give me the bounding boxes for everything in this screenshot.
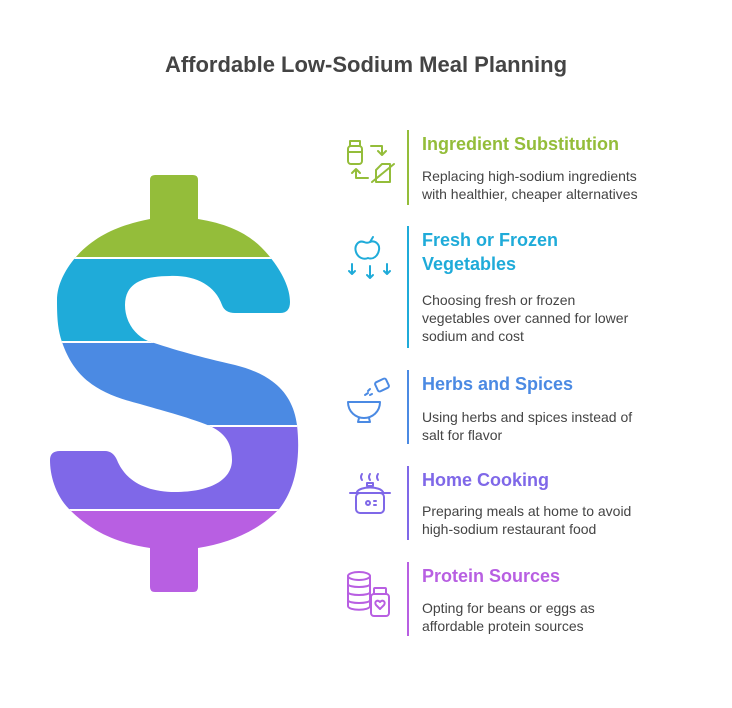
divider (407, 226, 409, 348)
divider (407, 370, 409, 444)
item-protein-sources: Protein Sources Opting for beans or eggs… (340, 562, 720, 636)
item-title: Protein Sources (422, 566, 561, 586)
ingredient-swap-icon (347, 140, 395, 183)
item-title: Fresh or Frozen Vegetables (422, 230, 559, 274)
cooking-pot-icon (349, 473, 391, 514)
divider (407, 562, 409, 636)
item-description: Using herbs and spices instead of salt fo… (422, 409, 633, 443)
item-ingredient-substitution: Ingredient Substitution Replacing high-s… (340, 130, 720, 205)
item-herbs-spices: Herbs and Spices Using herbs and spices … (340, 370, 720, 444)
item-description: Replacing high-sodium ingredients with he… (422, 168, 638, 202)
dollar-band-green (50, 175, 299, 258)
divider (407, 130, 409, 205)
apple-falling-icon (348, 236, 391, 279)
divider (407, 466, 409, 540)
item-home-cooking: Home Cooking Preparing meals at home to … (340, 466, 720, 540)
dollar-band-blue (50, 342, 299, 426)
item-title: Herbs and Spices (422, 374, 574, 394)
item-description: Choosing fresh or frozen vegetables over … (422, 292, 629, 344)
protein-jar-icon (347, 571, 390, 617)
item-description: Opting for beans or eggs as affordable pr… (422, 600, 595, 634)
item-title: Home Cooking (422, 470, 550, 490)
item-title: Ingredient Substitution (422, 134, 619, 154)
dollar-band-purple (50, 426, 299, 510)
item-description: Preparing meals at home to avoid high-sod… (422, 503, 632, 537)
item-fresh-frozen-vegetables: Fresh or Frozen Vegetables Choosing fresh… (340, 226, 720, 348)
bowl-seasoning-icon (347, 377, 390, 423)
dollar-band-cyan (50, 258, 299, 342)
dollar-band-magenta (50, 510, 299, 592)
page-title: Affordable Low-Sodium Meal Planning (164, 52, 568, 77)
